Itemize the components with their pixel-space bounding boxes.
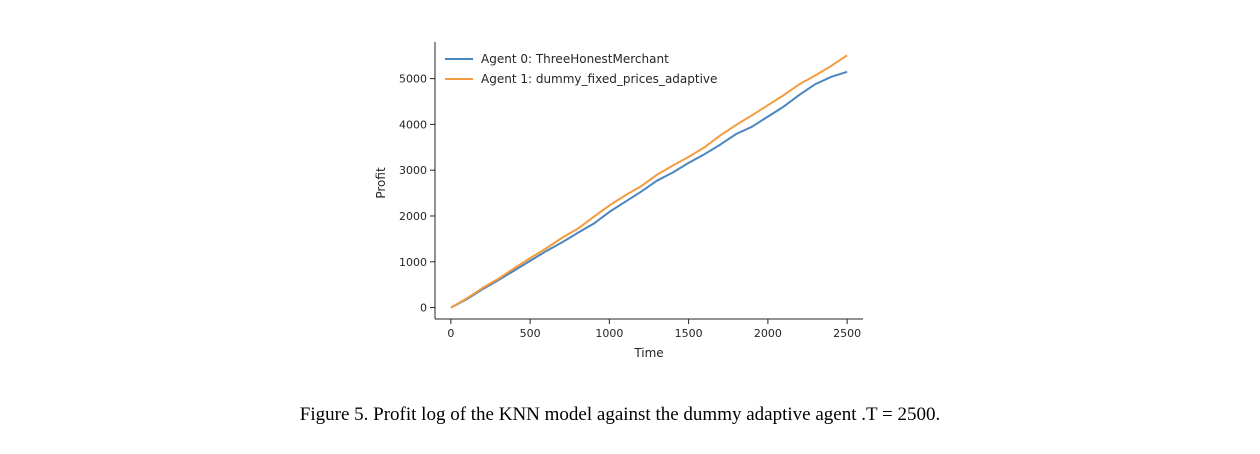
y-ticks: 0 1000 2000 3000 4000 5000 (399, 73, 435, 315)
x-tick-label: 0 (447, 327, 454, 340)
x-tick-label: 2000 (754, 327, 782, 340)
series-line-agent-0 (450, 70, 848, 309)
legend-label-agent-0: Agent 0: ThreeHonestMerchant (481, 52, 669, 66)
y-tick-label: 0 (420, 302, 427, 315)
y-tick-label: 2000 (399, 210, 427, 223)
legend: Agent 0: ThreeHonestMerchant Agent 1: du… (445, 52, 717, 86)
y-tick-label: 1000 (399, 256, 427, 269)
x-tick-label: 2500 (833, 327, 861, 340)
x-tick-label: 500 (520, 327, 541, 340)
y-tick-label: 5000 (399, 73, 427, 86)
legend-label-agent-1: Agent 1: dummy_fixed_prices_adaptive (481, 72, 717, 86)
y-tick-label: 4000 (399, 118, 427, 131)
profit-chart: 0 1000 2000 3000 4000 5000 0 500 1000 1500 2000 25… (374, 42, 863, 360)
x-ticks: 0 500 1000 1500 2000 2500 (447, 319, 861, 340)
y-axis-label: Profit (374, 167, 388, 199)
series-lines (450, 54, 848, 309)
series-line-agent-1 (450, 54, 848, 309)
x-tick-label: 1000 (595, 327, 623, 340)
y-tick-label: 3000 (399, 164, 427, 177)
x-tick-label: 1500 (675, 327, 703, 340)
figure-caption: Figure 5. Profit log of the KNN model ag… (299, 404, 941, 425)
x-axis-label: Time (633, 346, 663, 360)
